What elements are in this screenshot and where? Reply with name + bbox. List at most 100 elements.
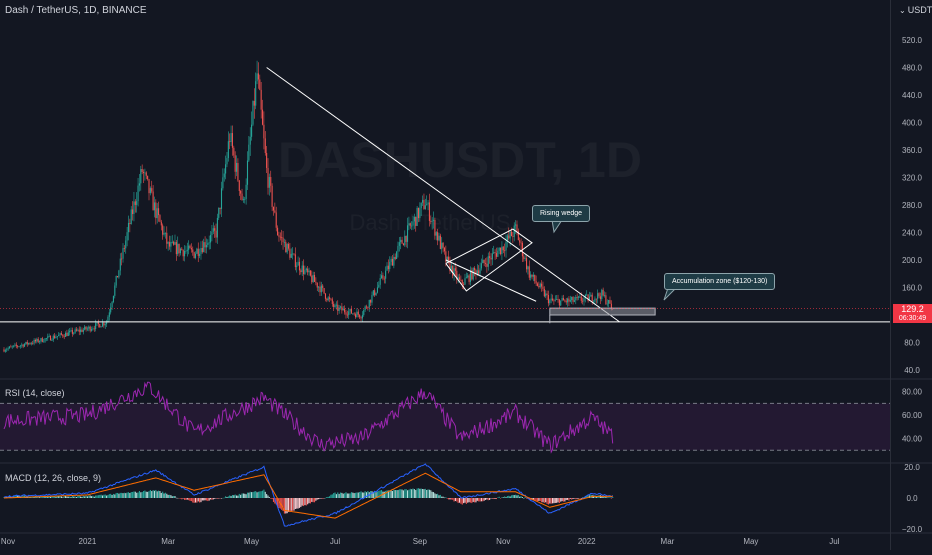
candle-body: [145, 172, 147, 176]
candle-body: [465, 277, 467, 279]
candle-body: [307, 268, 309, 273]
candle-body: [390, 258, 392, 262]
candle-body: [430, 220, 432, 222]
currency-selector[interactable]: ⌄ USDT: [899, 5, 932, 15]
macd-histogram-bar: [571, 498, 573, 500]
macd-histogram-bar: [364, 491, 366, 498]
candle-body: [315, 281, 317, 283]
last-price: 129.2: [901, 304, 924, 314]
macd-histogram-bar: [196, 498, 198, 503]
macd-histogram-bar: [218, 498, 220, 499]
time-axis-label: Nov: [1, 537, 15, 546]
candle-body: [233, 147, 235, 156]
macd-histogram-bar: [86, 496, 88, 498]
macd-histogram-bar: [8, 495, 11, 498]
macd-histogram-bar: [220, 498, 223, 499]
candle-body: [62, 334, 64, 337]
accumulation-zone-callout[interactable]: Accumulation zone ($120-130): [664, 273, 776, 290]
candle-body: [572, 297, 574, 302]
candle-body: [333, 303, 335, 308]
candle-body: [101, 322, 104, 327]
candle-body: [524, 258, 526, 259]
macd-histogram-bar: [337, 492, 339, 498]
rising-wedge-callout[interactable]: Rising wedge: [532, 205, 591, 222]
macd-histogram-bar: [256, 492, 258, 498]
macd-histogram-bar: [513, 495, 515, 498]
candle-body: [342, 308, 344, 311]
watermark-name: Dash / TetherUS: [349, 210, 510, 235]
macd-histogram-bar: [204, 498, 206, 501]
macd-histogram-bar: [383, 491, 385, 498]
macd-histogram-bar: [333, 493, 335, 498]
candle-body: [427, 202, 429, 205]
macd-histogram-bar: [45, 495, 47, 498]
candle-body: [389, 261, 391, 270]
candle-body: [137, 185, 139, 202]
candle-body: [409, 223, 411, 226]
macd-histogram-bar: [58, 496, 60, 498]
candle-body: [96, 322, 98, 324]
candle-body: [212, 228, 214, 232]
candle-body: [334, 305, 336, 308]
candle-body: [316, 282, 318, 288]
macd-histogram-bar: [290, 498, 292, 511]
macd-histogram-bar: [145, 491, 147, 498]
candle-body: [47, 336, 49, 339]
candle-body: [482, 259, 484, 264]
candle-body: [203, 242, 205, 253]
macd-histogram-bar: [55, 496, 57, 498]
macd-histogram-bar: [545, 498, 547, 503]
candle-body: [360, 317, 362, 319]
macd-histogram-bar: [556, 498, 558, 503]
macd-histogram-bar: [97, 495, 99, 498]
candle-body: [397, 245, 399, 252]
candle-body: [256, 73, 258, 82]
macd-histogram-bar: [190, 498, 192, 502]
macd-histogram-bar: [460, 498, 462, 504]
candle-body: [567, 298, 569, 303]
candle-body: [106, 322, 108, 325]
macd-histogram-bar: [565, 498, 567, 501]
candle-body: [151, 188, 153, 192]
macd-histogram-bar: [237, 495, 239, 498]
macd-histogram-bar: [223, 497, 225, 499]
macd-histogram-bar: [379, 490, 381, 498]
candle-body: [490, 257, 492, 260]
time-axis-label: 2021: [79, 537, 97, 546]
macd-histogram-bar: [219, 498, 221, 499]
candle-body: [74, 329, 76, 333]
candle-body: [515, 224, 517, 226]
candle-body: [174, 242, 176, 245]
candle-body: [411, 225, 413, 227]
macd-histogram-bar: [416, 488, 418, 498]
candle-body: [142, 171, 145, 173]
candle-body: [85, 326, 87, 330]
candle-body: [542, 286, 544, 289]
macd-histogram-bar: [363, 492, 365, 498]
macd-histogram-bar: [463, 498, 465, 504]
candle-body: [65, 332, 67, 337]
candle-body: [434, 219, 436, 236]
candle-body: [227, 141, 229, 159]
symbol-title[interactable]: Dash / TetherUS, 1D, BINANCE: [5, 5, 147, 16]
candle-body: [577, 296, 580, 298]
macd-histogram-bar: [95, 495, 97, 498]
macd-histogram-bar: [551, 498, 554, 504]
candle-body: [296, 265, 298, 268]
price-tick-label: 280.0: [902, 201, 923, 210]
candle-body: [251, 124, 253, 137]
macd-histogram-bar: [391, 491, 394, 498]
rsi-label[interactable]: RSI (14, close): [5, 388, 65, 398]
candle-body: [539, 283, 541, 288]
candle-body: [167, 242, 169, 244]
macd-histogram-bar: [423, 489, 425, 498]
macd-histogram-bar: [251, 492, 253, 498]
candle-body: [320, 285, 322, 293]
candle-body: [218, 207, 220, 218]
candle-body: [454, 268, 456, 271]
candle-body: [259, 79, 261, 90]
macd-label[interactable]: MACD (12, 26, close, 9): [5, 473, 102, 483]
macd-histogram-bar: [319, 498, 321, 499]
